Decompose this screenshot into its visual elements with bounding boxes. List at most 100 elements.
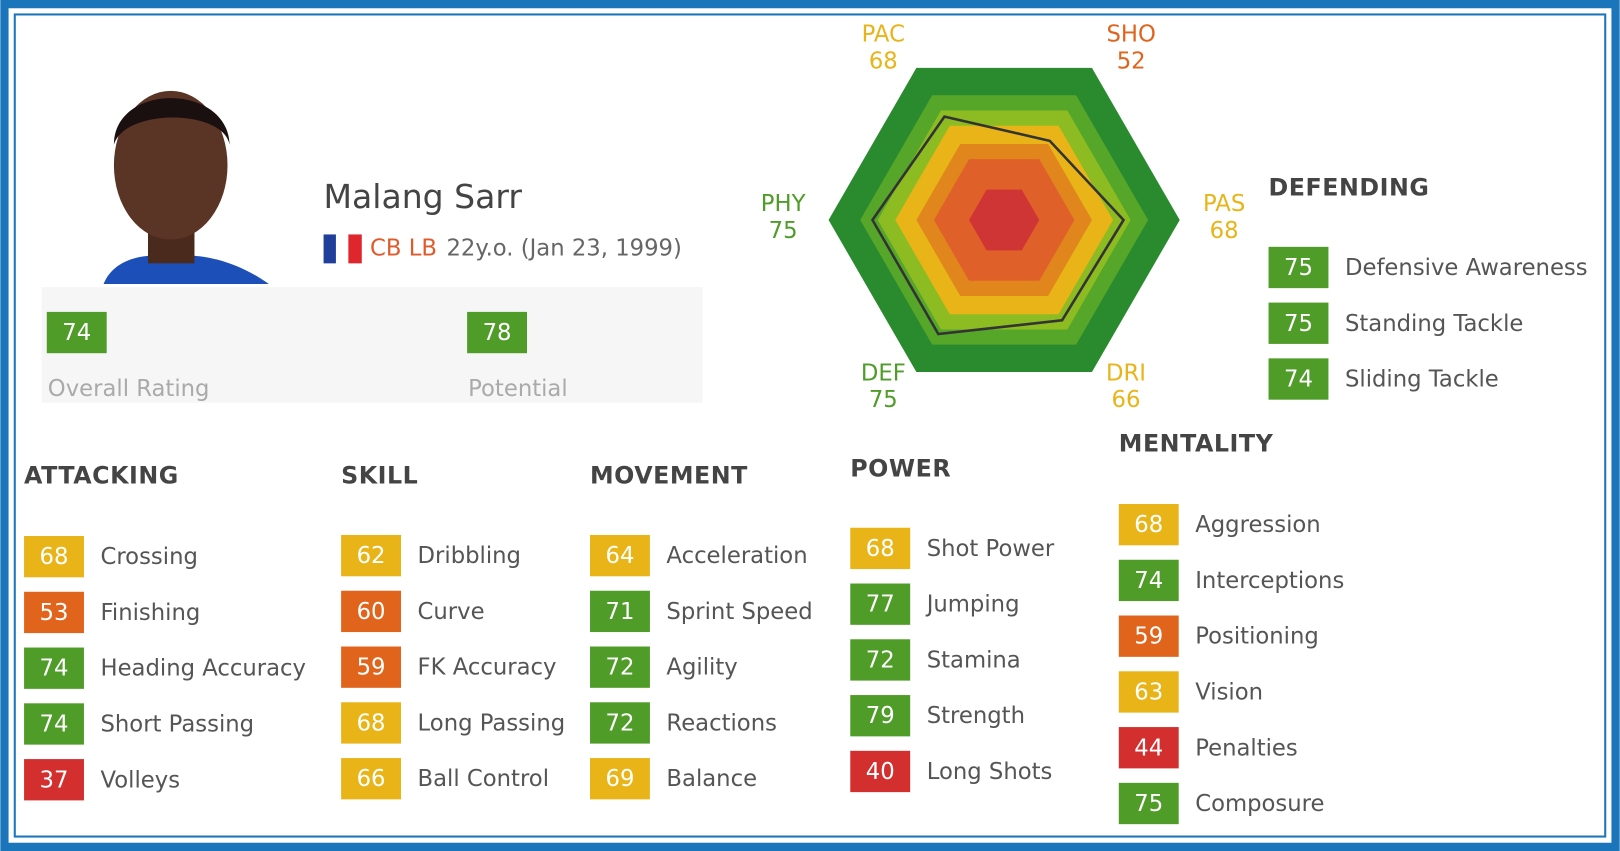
rating-box — [341, 534, 402, 577]
attribute-label: Agility — [666, 655, 737, 681]
flag — [323, 234, 362, 264]
radar-value: 52 — [1117, 48, 1146, 74]
rating-value: 74 — [62, 320, 91, 346]
attribute-label: Shot Power — [927, 536, 1055, 562]
rating-label: Potential — [468, 376, 568, 402]
radar — [828, 67, 1180, 373]
attribute-label: Balance — [666, 766, 757, 792]
rating-box — [850, 750, 911, 793]
rating-box — [341, 702, 402, 744]
rating-box — [1118, 727, 1179, 769]
rating-box — [1268, 358, 1329, 400]
attribute-label: FK Accuracy — [418, 655, 557, 681]
attribute-label: Interceptions — [1195, 568, 1344, 594]
rating-box — [1118, 782, 1179, 825]
rating-value: 72 — [606, 655, 635, 681]
attribute-label: Sliding Tackle — [1345, 367, 1499, 393]
rating-box — [24, 703, 84, 745]
rating-value: 64 — [606, 543, 635, 569]
attribute-label: Aggression — [1195, 512, 1321, 538]
rating-value: 72 — [866, 647, 895, 673]
attribute-label: Positioning — [1195, 624, 1319, 650]
photo — [103, 90, 269, 285]
frame-inner — [13, 13, 1607, 838]
rating-label: Overall Rating — [48, 376, 210, 402]
rating-value: 62 — [357, 543, 386, 569]
rating-value: 75 — [1284, 311, 1313, 337]
attribute-label: Stamina — [927, 647, 1021, 673]
attribute-label: Defensive Awareness — [1345, 255, 1588, 281]
section-title: POWER — [850, 454, 951, 482]
rating-box — [341, 646, 402, 688]
section-title: MOVEMENT — [590, 462, 748, 490]
attribute-label: Volleys — [100, 767, 180, 793]
rating-box — [24, 536, 84, 578]
attribute-label: Long Passing — [418, 710, 566, 736]
attribute-label: Composure — [1195, 791, 1324, 817]
rating-box — [24, 759, 84, 801]
rating-value: 78 — [483, 320, 512, 346]
rating-box — [1118, 615, 1179, 657]
rating-box — [341, 758, 402, 800]
attribute-label: Vision — [1195, 679, 1263, 705]
rating-value: 79 — [866, 703, 895, 729]
rating-box — [467, 311, 528, 354]
rating-value: 69 — [606, 766, 635, 792]
radar-value: 66 — [1112, 387, 1141, 413]
attribute-label: Standing Tackle — [1345, 311, 1523, 337]
rating-value: 63 — [1134, 679, 1163, 705]
section-title: DEFENDING — [1269, 173, 1430, 201]
rating-value: 72 — [606, 710, 635, 736]
rating-value: 75 — [1134, 791, 1163, 817]
attribute-label: Sprint Speed — [666, 599, 812, 625]
rating-value: 60 — [357, 599, 386, 625]
rating-value: 59 — [357, 655, 386, 681]
rating-value: 59 — [1134, 624, 1163, 650]
attribute-label: Penalties — [1195, 735, 1298, 761]
radar-value: 75 — [769, 218, 798, 244]
rating-value: 68 — [357, 710, 386, 736]
rating-value: 44 — [1134, 735, 1163, 761]
rating-box — [590, 646, 650, 688]
attribute-label: Short Passing — [100, 712, 254, 738]
rating-value: 74 — [40, 656, 69, 682]
rating-value: 68 — [1134, 512, 1163, 538]
radar-label: PAS — [1203, 191, 1245, 217]
rating-box — [341, 590, 402, 633]
rating-value: 37 — [40, 767, 69, 793]
attribute-label: Long Shots — [927, 759, 1053, 785]
rating-box — [850, 695, 911, 737]
rating-value: 66 — [357, 766, 386, 792]
rating-value: 53 — [40, 600, 69, 626]
player-name: Malang Sarr — [324, 177, 523, 216]
radar-label: SHO — [1106, 22, 1155, 48]
rating-box — [590, 534, 650, 577]
rating-value: 77 — [866, 592, 895, 618]
rating-value: 68 — [866, 536, 895, 562]
rating-box — [1268, 246, 1329, 289]
section-title: ATTACKING — [24, 462, 179, 490]
rating-box — [1118, 503, 1179, 546]
rating-box — [850, 639, 911, 681]
attribute-label: Ball Control — [418, 766, 549, 792]
rating-value: 40 — [866, 759, 895, 785]
ratings-panel — [41, 287, 703, 403]
radar-label: PHY — [761, 191, 806, 217]
rating-box — [590, 758, 650, 800]
attribute-label: Reactions — [666, 710, 777, 736]
rating-value: 75 — [1284, 255, 1313, 281]
attribute-label: Finishing — [100, 600, 200, 626]
radar-band — [969, 189, 1040, 251]
rating-box — [590, 590, 650, 633]
rating-value: 74 — [1134, 568, 1163, 594]
attribute-label: Strength — [927, 703, 1025, 729]
rating-box — [24, 647, 84, 689]
rating-box — [24, 591, 84, 634]
rating-value: 74 — [1284, 367, 1313, 393]
rating-box — [46, 311, 107, 354]
rating-box — [1118, 559, 1179, 602]
radar-polygon — [870, 115, 1126, 336]
